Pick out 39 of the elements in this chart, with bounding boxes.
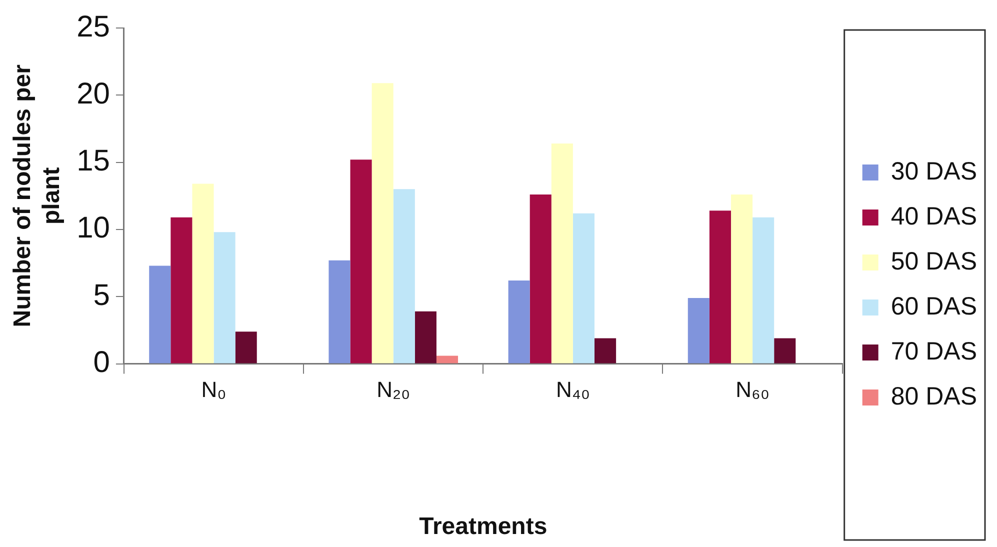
legend-label: 80 DAS bbox=[890, 382, 978, 410]
bar bbox=[414, 311, 436, 364]
bar bbox=[328, 260, 350, 364]
bar bbox=[149, 266, 171, 364]
bar bbox=[350, 160, 372, 364]
legend-label: 50 DAS bbox=[890, 247, 978, 276]
bar bbox=[508, 280, 530, 364]
legend-label: 40 DAS bbox=[890, 202, 978, 230]
x-tick-label: N₆₀ bbox=[736, 377, 770, 402]
bar bbox=[730, 194, 753, 364]
y-tick-label: 20 bbox=[76, 77, 110, 110]
bar bbox=[214, 232, 236, 364]
y-tick-label: 5 bbox=[93, 278, 110, 312]
x-tick-label: N₂₀ bbox=[376, 377, 410, 402]
bar bbox=[170, 217, 192, 364]
bar bbox=[393, 189, 415, 364]
legend-label: 70 DAS bbox=[890, 337, 978, 366]
bar bbox=[572, 213, 595, 364]
y-tick-label: 15 bbox=[76, 144, 110, 178]
y-tick-label: 0 bbox=[93, 346, 110, 380]
bar bbox=[594, 338, 616, 364]
bar bbox=[551, 144, 573, 364]
bar bbox=[192, 184, 214, 364]
legend-label: 30 DAS bbox=[890, 157, 978, 186]
x-tick-label: N₀ bbox=[201, 377, 226, 402]
bar bbox=[709, 210, 731, 364]
y-axis-title: Number of nodules per plant bbox=[9, 64, 65, 328]
x-axis-title: Treatments bbox=[419, 513, 548, 540]
y-tick-label: 10 bbox=[76, 212, 110, 245]
bar bbox=[372, 83, 394, 364]
bar bbox=[530, 194, 552, 364]
legend-label: 60 DAS bbox=[890, 292, 978, 320]
bar bbox=[774, 338, 796, 364]
y-tick-label: 25 bbox=[76, 10, 110, 44]
x-tick-label: N₄₀ bbox=[556, 377, 590, 402]
bar bbox=[688, 298, 710, 364]
bar bbox=[752, 217, 774, 364]
bar bbox=[235, 332, 257, 364]
bar bbox=[436, 356, 458, 364]
